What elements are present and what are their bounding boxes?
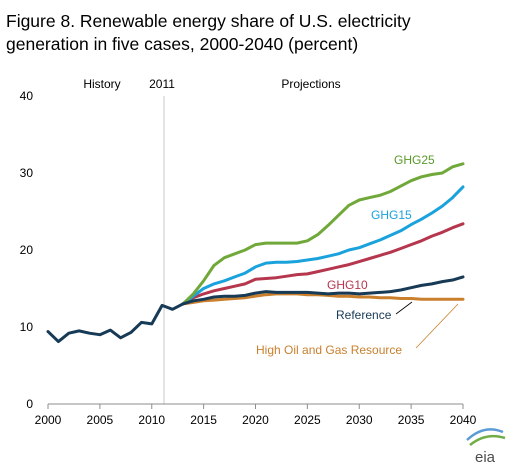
chart-title-line-1: Figure 8. Renewable energy share of U.S.… — [6, 11, 411, 31]
x-tick-label: 2025 — [294, 413, 321, 427]
ghg10-line — [181, 222, 465, 306]
x-tick-label: 2040 — [450, 413, 477, 427]
logo-arc-blue — [466, 428, 504, 441]
year-2011-label: 2011 — [149, 77, 175, 91]
ghg15-label: GHG15 — [371, 208, 412, 222]
history-label: History — [83, 77, 120, 91]
ghg25-line — [181, 162, 465, 306]
logo-text: eia — [475, 449, 496, 466]
y-tick-label: 10 — [20, 320, 34, 334]
reference-label: Reference — [336, 308, 392, 322]
x-axis: 2000 2005 2010 2015 2020 2025 2030 2035 2040 — [35, 403, 477, 427]
reference-line — [181, 275, 465, 306]
high-oil-gas-leader-line — [415, 303, 459, 349]
x-tick-label: 2010 — [138, 413, 165, 427]
y-axis: 0 10 20 30 40 — [20, 89, 34, 411]
x-tick-label: 2035 — [398, 413, 425, 427]
x-tick-label: 2000 — [35, 413, 62, 427]
ghg10-label: GHG10 — [327, 278, 368, 292]
y-tick-label: 0 — [26, 397, 33, 411]
eia-logo: eia — [466, 428, 506, 466]
logo-arc-green — [469, 434, 506, 446]
reference-leader-line — [395, 301, 413, 315]
y-tick-label: 40 — [20, 89, 34, 103]
x-tick-label: 2030 — [346, 413, 373, 427]
x-tick-label: 2020 — [242, 413, 269, 427]
projections-label: Projections — [281, 77, 340, 91]
series-lines — [46, 162, 465, 344]
x-tick-label: 2005 — [87, 413, 114, 427]
high-oil-and-gas-resource-line — [181, 292, 465, 306]
ghg15-line — [181, 185, 465, 306]
chart-title-line-2: generation in five cases, 2000-2040 (per… — [6, 34, 358, 54]
y-tick-label: 20 — [20, 243, 34, 257]
history-line — [46, 302, 185, 344]
x-tick-label: 2015 — [190, 413, 217, 427]
y-tick-label: 30 — [20, 166, 34, 180]
high-oil-gas-label: High Oil and Gas Resource — [256, 343, 402, 357]
ghg25-label: GHG25 — [394, 153, 435, 167]
